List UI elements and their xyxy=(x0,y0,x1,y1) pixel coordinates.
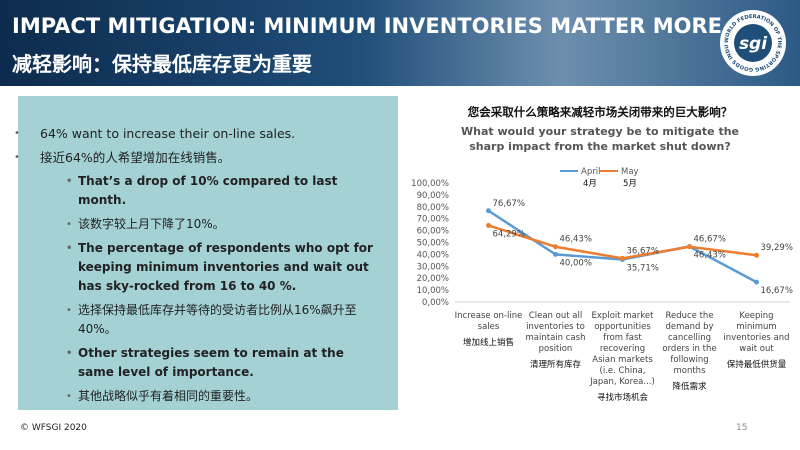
bullet-list: 64% want to increase their on-line sales… xyxy=(14,124,382,411)
page-number: 15 xyxy=(736,423,748,433)
data-label: 46,43% xyxy=(560,235,592,245)
data-label: 76,67% xyxy=(493,199,525,209)
data-label: 40,00% xyxy=(560,258,592,268)
chart-title: 您会采取什么策略来减轻市场关闭带来的巨大影响？ xyxy=(468,105,733,119)
chart-subtitle: What would your strategy be to mitigate … xyxy=(460,125,740,153)
data-label: 36,67% xyxy=(627,246,659,256)
x-category: Reduce the demand by cancelling orders i… xyxy=(655,311,725,393)
title-zh: 减轻影响：保持最低库存更为重要 xyxy=(12,52,312,76)
x-tick-label-zh: 保持最低供货量 xyxy=(726,360,787,370)
data-label: 46,67% xyxy=(694,234,726,244)
y-tick-label: 50,00% xyxy=(417,239,449,249)
point xyxy=(754,252,759,258)
x-category: Clean out all inventories to maintain ca… xyxy=(521,311,591,371)
legend-label-zh: 4月 xyxy=(583,179,597,189)
header-banner xyxy=(0,0,800,86)
y-tick-label: 70,00% xyxy=(417,215,449,225)
bullet: 64% want to increase their on-line sales… xyxy=(14,124,382,143)
data-label: 35,71% xyxy=(627,264,659,274)
y-tick-label: 100,00% xyxy=(411,179,449,189)
data-label: 46,43% xyxy=(694,251,726,261)
x-tick-label: Exploit market opportunities from fast r… xyxy=(590,311,655,387)
x-category: Keeping minimum inventories and wait out… xyxy=(722,311,792,371)
x-tick-label: Reduce the demand by cancelling orders i… xyxy=(662,311,717,376)
y-tick-label: 90,00% xyxy=(417,191,449,201)
logo-mark: sgi xyxy=(739,34,768,54)
x-tick-label-zh: 清理所有库存 xyxy=(529,360,581,370)
series-line xyxy=(487,209,758,284)
copyright: © WFSGI 2020 xyxy=(20,423,87,433)
y-tick-label: 30,00% xyxy=(417,262,449,272)
point xyxy=(553,251,558,257)
x-tick-label: Increase on-line sales xyxy=(454,311,523,332)
point xyxy=(553,244,558,250)
data-label: 39,29% xyxy=(761,243,793,253)
point xyxy=(687,244,692,250)
point xyxy=(486,222,491,228)
bullet: 该数字较上月下降了10%。 xyxy=(26,215,382,234)
x-tick-label-zh: 寻找市场机会 xyxy=(596,393,648,403)
logo: WORLD FEDERATION OF THE SPORTING GOODS I… xyxy=(718,8,786,76)
logo-inner xyxy=(734,24,772,62)
y-tick-label: 40,00% xyxy=(417,250,449,260)
point xyxy=(754,279,759,285)
x-tick-label-zh: 降低需求 xyxy=(672,382,707,392)
bullet: 接近64%的人希望增加在线销售。 xyxy=(14,148,382,167)
data-label: 64,29% xyxy=(493,229,525,239)
y-tick-label: 60,00% xyxy=(417,227,449,237)
x-category: Exploit market opportunities from fast r… xyxy=(588,311,658,404)
legend-label-zh: 5月 xyxy=(623,179,637,189)
bullet: 其他战略似乎有着相同的重要性。 xyxy=(26,387,382,406)
bullet: That’s a drop of 10% compared to last mo… xyxy=(26,172,382,210)
x-tick-label-zh: 增加线上销售 xyxy=(462,338,514,348)
data-label: 16,67% xyxy=(761,286,793,296)
y-tick-label: 80,00% xyxy=(417,203,449,213)
legend-label: April xyxy=(581,167,600,177)
x-category: Increase on-line sales 增加线上销售 xyxy=(454,311,524,349)
y-tick-label: 0,00% xyxy=(422,298,449,308)
bullet: Other strategies seem to remain at the s… xyxy=(26,344,382,382)
y-tick-label: 20,00% xyxy=(417,274,449,284)
legend-label: May xyxy=(621,167,639,177)
bullet: 选择保持最低库存并等待的受访者比例从16%飙升至40%。 xyxy=(26,301,382,339)
bullet: The percentage of respondents who opt fo… xyxy=(26,239,382,296)
title: IMPACT MITIGATION: MINIMUM INVENTORIES M… xyxy=(12,14,722,38)
x-tick-label: Clean out all inventories to maintain ca… xyxy=(525,311,586,354)
point xyxy=(486,208,491,214)
x-tick-label: Keeping minimum inventories and wait out xyxy=(723,311,790,354)
point xyxy=(620,255,625,261)
y-tick-label: 10,00% xyxy=(417,286,449,296)
